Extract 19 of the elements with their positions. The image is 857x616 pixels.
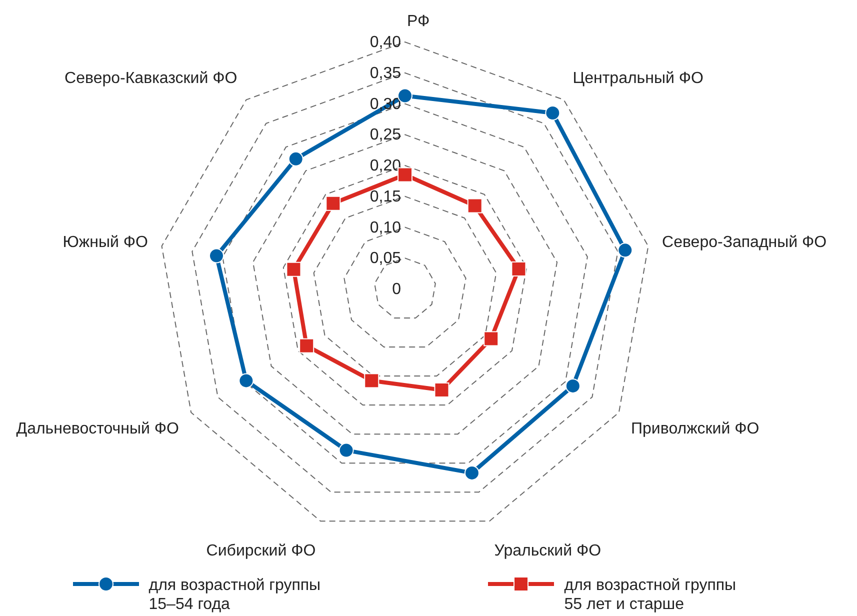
spoke-label: Дальневосточный ФО <box>16 420 179 438</box>
y-tick-label: 0,35 <box>370 64 402 82</box>
spoke-label: Приволжский ФО <box>631 420 760 438</box>
spoke-label: Уральский ФО <box>494 542 602 560</box>
y-tick-label: 0 <box>392 281 402 298</box>
spoke-label: Северо-Западный ФО <box>662 234 827 251</box>
spoke-label: РФ <box>407 13 430 30</box>
spoke-label: Северо-Кавказский ФО <box>64 70 238 87</box>
y-tick-label: 0,10 <box>370 219 402 236</box>
spoke-label: Сибирский ФО <box>206 542 316 560</box>
y-tick-label: 0,20 <box>370 158 402 174</box>
y-tick-label: 0,40 <box>370 34 402 51</box>
legend-label: для возрастной группы 55 лет и старше <box>564 576 738 614</box>
spoke-label: Южный ФО <box>62 234 148 251</box>
spoke-label: Центральный ФО <box>572 70 704 87</box>
legend-label: для возрастной группы 15–54 года <box>148 576 322 614</box>
y-tick-label: 0,25 <box>370 126 402 144</box>
y-tick-label: 0,05 <box>370 250 402 268</box>
y-tick-label: 0,15 <box>370 188 402 206</box>
